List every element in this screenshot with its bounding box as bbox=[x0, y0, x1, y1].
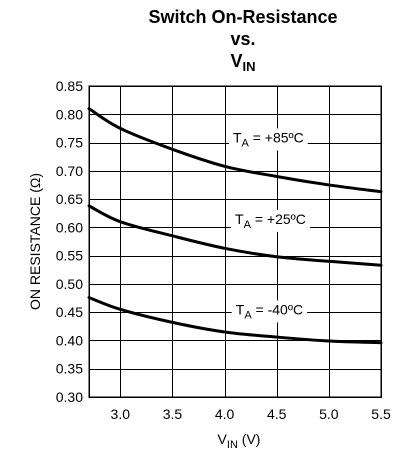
y-tick-label: 0.65 bbox=[56, 191, 83, 207]
x-tick-label: 4.5 bbox=[267, 406, 287, 422]
chart-title-line3-sub: IN bbox=[243, 59, 256, 74]
x-tick-label: 5.5 bbox=[371, 406, 391, 422]
series-line-0 bbox=[87, 107, 383, 194]
series-label-bg bbox=[231, 300, 308, 323]
y-tick-label: 0.45 bbox=[56, 304, 83, 320]
series-label-text: TA = +25ºC bbox=[235, 211, 306, 231]
x-axis-label-sub: IN bbox=[227, 439, 238, 451]
series-label-2: TA = -40ºC bbox=[231, 300, 308, 323]
chart-title: Switch On-Resistance vs. VIN bbox=[148, 7, 337, 74]
chart-title-line3-main: V bbox=[230, 51, 242, 71]
y-tick-label: 0.35 bbox=[56, 361, 83, 377]
series-label-0: TA = +85ºC bbox=[228, 128, 308, 151]
series-label-1: TA = +25ºC bbox=[231, 209, 310, 232]
series-label-bg bbox=[231, 209, 310, 232]
series-label-sub: A bbox=[244, 309, 252, 321]
y-tick-label: 0.80 bbox=[56, 106, 83, 122]
chart-title-line2: vs. bbox=[230, 29, 255, 49]
y-tick-label: 0.75 bbox=[56, 135, 83, 151]
series-line-2 bbox=[87, 295, 383, 345]
series-label-pre: T bbox=[236, 301, 245, 317]
x-tick-label: 4.0 bbox=[215, 406, 235, 422]
y-tick-label: 0.30 bbox=[56, 389, 83, 405]
series-layer bbox=[87, 107, 383, 345]
y-tick-label: 0.60 bbox=[56, 219, 83, 235]
series-label-text: TA = +85ºC bbox=[233, 129, 304, 149]
y-tick-label: 0.55 bbox=[56, 248, 83, 264]
chart-title-line3: VIN bbox=[230, 51, 255, 74]
plot-frame bbox=[88, 85, 382, 398]
x-tick-label: 5.0 bbox=[319, 406, 339, 422]
x-tick-labels: 3.0 3.5 4.0 4.5 5.0 5.5 bbox=[111, 406, 391, 422]
x-tick-label: 3.0 bbox=[111, 406, 131, 422]
y-tick-label: 0.70 bbox=[56, 163, 83, 179]
series-label-sub: A bbox=[244, 219, 252, 231]
y-tick-label: 0.50 bbox=[56, 276, 83, 292]
series-label-post: = +85ºC bbox=[249, 129, 304, 145]
chart-title-line1: Switch On-Resistance bbox=[148, 7, 337, 27]
series-label-post: = -40ºC bbox=[252, 301, 303, 317]
x-tick-label: 3.5 bbox=[163, 406, 183, 422]
x-axis-label-main: V bbox=[218, 431, 228, 447]
y-axis-label: ON RESISTANCE (Ω) bbox=[27, 173, 43, 310]
series-label-post: = +25ºC bbox=[251, 211, 306, 227]
series-label-sub: A bbox=[242, 137, 250, 149]
y-tick-label: 0.40 bbox=[56, 332, 83, 348]
x-axis-label: VIN (V) bbox=[218, 431, 261, 451]
x-axis-label-suffix: (V) bbox=[238, 431, 261, 447]
series-label-bg bbox=[228, 128, 308, 151]
y-tick-label: 0.85 bbox=[56, 78, 83, 94]
y-tick-labels: 0.30 0.35 0.40 0.45 0.50 0.55 0.60 0.65 0.70 0.75… bbox=[56, 78, 83, 405]
series-label-pre: T bbox=[233, 129, 242, 145]
series-line-1 bbox=[87, 204, 383, 267]
series-label-pre: T bbox=[235, 211, 244, 227]
series-label-text: TA = -40ºC bbox=[236, 301, 303, 321]
